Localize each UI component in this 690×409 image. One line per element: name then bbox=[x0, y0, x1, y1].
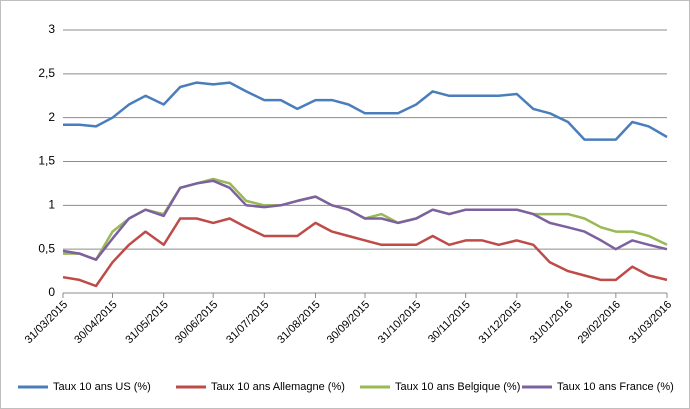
series-line bbox=[63, 81, 668, 141]
y-tick-label: 2,5 bbox=[38, 66, 55, 80]
y-tick-label: 2 bbox=[48, 110, 55, 124]
y-tick-label: 0 bbox=[48, 285, 55, 299]
legend-label: Taux 10 ans Belgique (%) bbox=[395, 381, 520, 393]
y-tick-label: 3 bbox=[48, 22, 55, 36]
y-tick-label: 1 bbox=[48, 198, 55, 212]
legend-label: Taux 10 ans US (%) bbox=[53, 381, 151, 393]
y-tick-label: 1,5 bbox=[38, 154, 55, 168]
legend-label: Taux 10 ans Allemagne (%) bbox=[211, 381, 345, 393]
y-tick-label: 0,5 bbox=[38, 241, 55, 255]
series-line bbox=[62, 217, 668, 288]
legend-label: Taux 10 ans France (%) bbox=[557, 381, 674, 393]
series-line bbox=[62, 179, 668, 261]
